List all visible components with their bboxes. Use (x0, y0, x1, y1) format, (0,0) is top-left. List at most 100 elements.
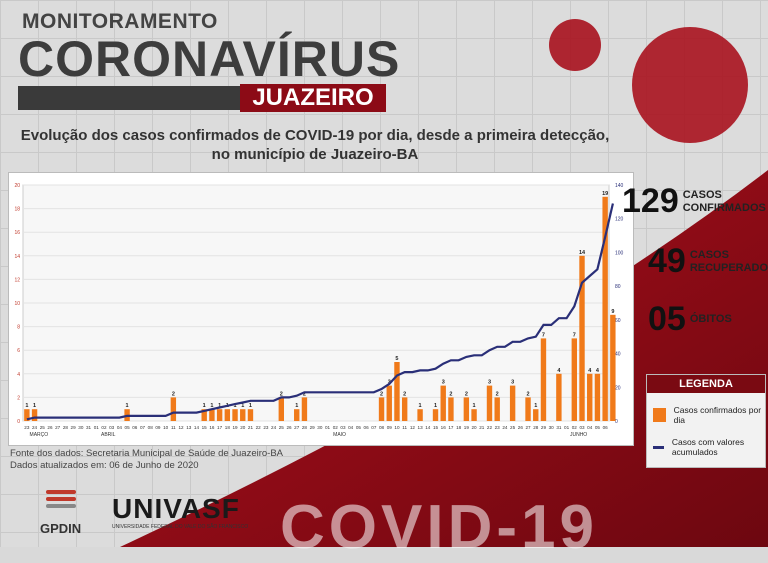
y-left-tick-label: 18 (14, 207, 20, 213)
bar (394, 362, 400, 421)
bar-value-label: 1 (33, 403, 36, 409)
month-label: MARÇO (30, 432, 49, 438)
bar-value-label: 3 (511, 380, 514, 386)
x-tick-label: 01 (94, 425, 100, 430)
x-tick-label: 13 (418, 425, 424, 430)
bar-value-label: 1 (25, 403, 28, 409)
univasf-logo: UNIVASF UNIVERSIDADE FEDERAL DO VALE DO … (112, 493, 249, 531)
x-tick-label: 02 (333, 425, 339, 430)
legend-line-swatch (653, 445, 664, 449)
legend-bar-label: Casos confirmados por dia (673, 405, 762, 425)
univasf-logo-text: UNIVASF (112, 493, 240, 524)
bar-value-label: 5 (395, 356, 398, 362)
x-tick-label: 27 (525, 425, 531, 430)
subtitle-line-2: no município de Juazeiro-BA (211, 146, 419, 163)
stat-deaths-number: 05 (648, 300, 686, 338)
month-label: MAIO (333, 432, 346, 438)
y-left-tick-label: 6 (17, 348, 20, 354)
bar-value-label: 1 (241, 403, 244, 409)
y-right-tick-label: 100 (615, 250, 624, 256)
bar (540, 338, 547, 421)
x-tick-label: 17 (217, 425, 223, 430)
bar-value-label: 7 (542, 332, 545, 338)
bar (247, 409, 254, 421)
bar (556, 373, 562, 421)
stat-confirmed-number: 129 (622, 182, 679, 220)
header-main-title: CORONAVÍRUS (18, 31, 401, 87)
x-tick-label: 15 (202, 425, 208, 430)
bar-value-label: 14 (579, 250, 586, 256)
x-tick-label: 07 (371, 425, 377, 430)
x-tick-label: 28 (302, 425, 308, 430)
bar (494, 397, 500, 421)
bar (463, 397, 470, 421)
bar (201, 409, 207, 421)
bar-value-label: 3 (488, 380, 491, 386)
x-tick-label: 21 (248, 425, 254, 430)
x-tick-label: 24 (502, 425, 508, 430)
x-tick-label: 26 (286, 425, 292, 430)
y-left-tick-label: 2 (17, 395, 20, 401)
header-city: JUAZEIRO (240, 84, 386, 112)
x-tick-label: 25 (510, 425, 516, 430)
x-tick-label: 05 (356, 425, 362, 430)
gpdin-logo-text: GPDIN (40, 521, 82, 536)
bar (486, 385, 493, 421)
bar (378, 397, 385, 421)
x-tick-label: 31 (86, 425, 92, 430)
univasf-logo-subtext: UNIVERSIDADE FEDERAL DO VALE DO SÃO FRAN… (112, 524, 249, 530)
bar-value-label: 1 (203, 403, 206, 409)
bar-value-label: 9 (611, 309, 614, 315)
bar-value-label: 1 (249, 403, 252, 409)
subtitle-line-1: Evolução dos casos confirmados de COVID-… (20, 127, 610, 144)
x-tick-label: 18 (456, 425, 462, 430)
bar (301, 397, 308, 421)
background-decoration (120, 19, 768, 547)
bar-value-label: 1 (295, 403, 298, 409)
x-tick-label: 20 (240, 425, 246, 430)
bar (571, 338, 578, 421)
bar (31, 409, 38, 421)
x-tick-label: 08 (148, 425, 154, 430)
legend-item-line: Casos com valores acumulados (653, 437, 765, 457)
y-left-tick-label: 20 (14, 183, 20, 189)
x-tick-label: 04 (117, 425, 123, 430)
bar-value-label: 3 (442, 380, 445, 386)
bar (594, 373, 601, 421)
bar (417, 409, 423, 421)
x-tick-label: 06 (132, 425, 138, 430)
x-tick-label: 29 (310, 425, 316, 430)
x-tick-label: 17 (448, 425, 454, 430)
legend-title: LEGENDA (647, 375, 765, 393)
bar-value-label: 2 (172, 391, 175, 397)
y-right-tick-label: 80 (615, 284, 621, 290)
x-tick-label: 27 (294, 425, 300, 430)
bar-value-label: 2 (527, 391, 530, 397)
bar (471, 409, 477, 421)
x-tick-label: 10 (163, 425, 169, 430)
bar-value-label: 1 (534, 403, 537, 409)
x-tick-label: 28 (533, 425, 539, 430)
bar (533, 409, 539, 421)
month-label: ABRIL (101, 432, 116, 438)
x-tick-label: 11 (171, 425, 176, 430)
x-tick-label: 04 (587, 425, 593, 430)
bar-value-label: 4 (588, 368, 592, 374)
bar (294, 409, 300, 421)
x-tick-label: 25 (279, 425, 285, 430)
bar-value-label: 2 (280, 391, 283, 397)
x-tick-label: 10 (394, 425, 400, 430)
x-tick-label: 01 (325, 425, 331, 430)
x-tick-label: 20 (472, 425, 478, 430)
x-tick-label: 08 (379, 425, 385, 430)
x-tick-label: 14 (425, 425, 431, 430)
bar-value-label: 19 (602, 191, 608, 197)
x-tick-label: 24 (32, 425, 38, 430)
bar (579, 255, 585, 421)
chart-subtitle: Evolução dos casos confirmados de COVID-… (0, 126, 630, 164)
bar-value-label: 2 (303, 391, 306, 397)
bar-value-label: 2 (380, 391, 383, 397)
x-tick-label: 31 (556, 425, 562, 430)
x-tick-label: 19 (232, 425, 238, 430)
stat-recovered: 49 CASOS RECUPERADOS (648, 242, 768, 281)
